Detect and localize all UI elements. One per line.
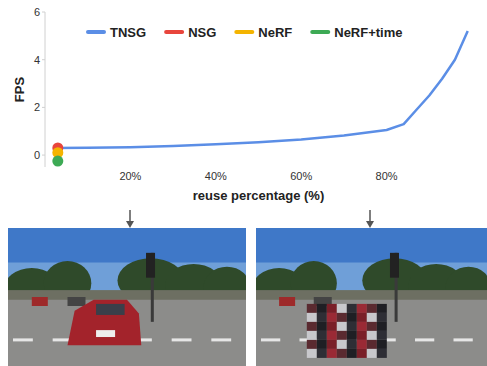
legend-label: NeRF: [258, 25, 292, 40]
series-line: [54, 31, 468, 148]
y-tick: [42, 12, 45, 13]
rendered-frame: [8, 228, 246, 366]
y-tick-label: 2: [34, 101, 40, 113]
rendered-frame: [256, 228, 487, 366]
x-tick-label: 20%: [119, 170, 141, 182]
y-tick-label: 4: [34, 54, 40, 66]
legend-swatch: [312, 30, 328, 34]
arrow-head: [366, 221, 374, 228]
legend-label: NSG: [188, 25, 216, 40]
y-axis-line: [45, 12, 46, 167]
y-tick-label: 0: [34, 149, 40, 161]
y-tick-label: 6: [34, 6, 40, 18]
figure: 0 2 4 6 20% 40% 60% 80% reuse percentage (%) FPS T…: [0, 0, 487, 366]
y-tick: [42, 59, 45, 60]
arrow-head: [126, 221, 134, 228]
legend-label: NeRF+time: [334, 25, 402, 40]
legend-label: TNSG: [110, 25, 146, 40]
y-tick: [42, 155, 45, 156]
y-tick: [42, 107, 45, 108]
x-tick-label: 40%: [205, 170, 227, 182]
legend-swatch: [166, 30, 182, 34]
x-tick-label: 60%: [290, 170, 312, 182]
x-tick-label: 80%: [376, 170, 398, 182]
x-axis-label: reuse percentage (%): [193, 188, 325, 203]
series-point: [52, 156, 63, 167]
y-axis-label: FPS: [12, 77, 27, 103]
plot-area: [52, 31, 467, 166]
legend-swatch: [88, 30, 104, 34]
legend-swatch: [236, 30, 252, 34]
